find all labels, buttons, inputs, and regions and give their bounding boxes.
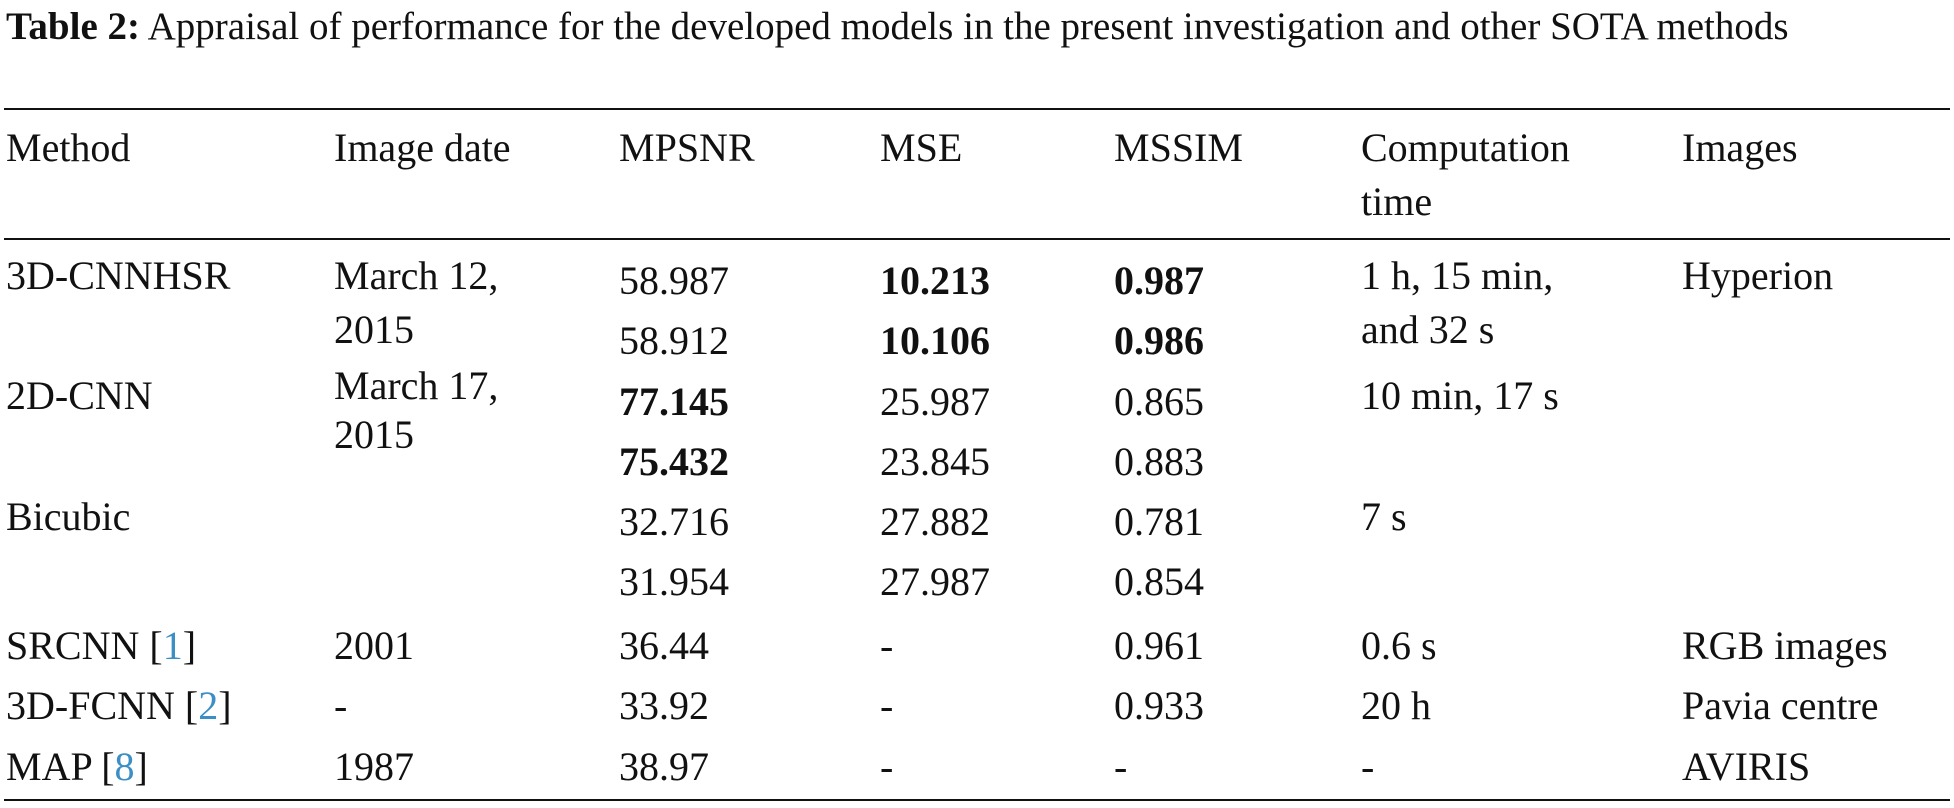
mssim-2d-cnn-2: 0.883: [1114, 439, 1204, 484]
images-3d-fcnn: Pavia centre: [1682, 683, 1879, 728]
mpsnr-3d-cnnhsr-2: 58.912: [619, 318, 729, 363]
method-srcnn-bracket: ]: [182, 623, 197, 668]
header-mpsnr: MPSNR: [619, 125, 755, 170]
image-date-map: 1987: [334, 744, 414, 789]
method-srcnn-name: SRCNN [: [6, 623, 163, 668]
table-caption-text: Appraisal of performance for the develop…: [147, 5, 1789, 48]
table-caption: Table 2: Appraisal of performance for th…: [6, 0, 1950, 54]
header-mssim: MSSIM: [1114, 125, 1243, 170]
citation-link-2[interactable]: 2: [198, 683, 219, 728]
image-date-2d-cnn-line2: 2015: [334, 412, 414, 457]
citation-link-1[interactable]: 1: [162, 623, 183, 668]
mssim-3d-cnnhsr-2: 0.986: [1114, 318, 1204, 363]
mse-bicubic-1: 27.882: [880, 499, 990, 544]
method-3d-fcnn-bracket: ]: [218, 683, 232, 728]
table-label: Table 2:: [6, 5, 141, 48]
computation-time-2d-cnn: 10 min, 17 s: [1361, 373, 1559, 418]
image-date-2d-cnn: March 17,: [334, 363, 499, 408]
image-date-3d-fcnn: -: [334, 683, 348, 728]
images-map: AVIRIS: [1682, 744, 1811, 789]
method-3d-fcnn: 3D-FCNN [2]: [6, 679, 232, 733]
images-srcnn: RGB images: [1682, 623, 1888, 668]
mpsnr-3d-fcnn: 33.92: [619, 683, 709, 728]
method-map: MAP [8]: [6, 740, 148, 794]
method-3d-fcnn-name: 3D-FCNN [: [6, 683, 199, 728]
mse-3d-fcnn: -: [880, 683, 894, 728]
mssim-srcnn: 0.961: [1114, 623, 1204, 668]
header-images: Images: [1682, 125, 1798, 170]
bottom-rule: [4, 799, 1950, 801]
header-image-date: Image date: [334, 125, 511, 170]
mssim-bicubic-1: 0.781: [1114, 499, 1204, 544]
header-computation-time-line2: time: [1361, 179, 1433, 224]
mpsnr-3d-cnnhsr-1: 58.987: [619, 258, 729, 303]
mssim-2d-cnn-1: 0.865: [1114, 379, 1204, 424]
mpsnr-bicubic-2: 31.954: [619, 559, 729, 604]
mssim-map: -: [1114, 744, 1128, 789]
mse-2d-cnn-2: 23.845: [880, 439, 990, 484]
mssim-3d-cnnhsr-1: 0.987: [1114, 258, 1204, 303]
citation-link-8[interactable]: 8: [114, 744, 135, 789]
top-rule: [4, 108, 1950, 110]
computation-time-3d-fcnn: 20 h: [1361, 683, 1431, 728]
computation-time-map: -: [1361, 744, 1375, 789]
image-date-3d-cnnhsr-line2: 2015: [334, 307, 414, 352]
mpsnr-map: 38.97: [619, 744, 709, 789]
method-srcnn: SRCNN [1]: [6, 619, 196, 673]
mse-3d-cnnhsr-1: 10.213: [880, 258, 990, 303]
header-rule: [4, 238, 1950, 240]
mse-map: -: [880, 744, 894, 789]
mpsnr-bicubic-1: 32.716: [619, 499, 729, 544]
method-bicubic: Bicubic: [6, 494, 131, 539]
computation-time-3d-cnnhsr-line2: and 32 s: [1361, 307, 1495, 352]
header-mse: MSE: [880, 125, 963, 170]
mpsnr-2d-cnn-1: 77.145: [619, 379, 729, 424]
mse-2d-cnn-1: 25.987: [880, 379, 990, 424]
computation-time-bicubic: 7 s: [1361, 494, 1407, 539]
mse-bicubic-2: 27.987: [880, 559, 990, 604]
mse-srcnn: -: [880, 623, 894, 668]
images-3d-cnnhsr: Hyperion: [1682, 253, 1834, 298]
method-2d-cnn: 2D-CNN: [6, 373, 153, 418]
header-method: Method: [6, 125, 131, 170]
computation-time-srcnn: 0.6 s: [1361, 623, 1437, 668]
method-3d-cnnhsr: 3D-CNNHSR: [6, 253, 231, 298]
mpsnr-2d-cnn-2: 75.432: [619, 439, 729, 484]
mssim-3d-fcnn: 0.933: [1114, 683, 1204, 728]
header-computation-time: Computation: [1361, 125, 1570, 170]
method-map-name: MAP [: [6, 744, 115, 789]
image-date-srcnn: 2001: [334, 623, 414, 668]
computation-time-3d-cnnhsr: 1 h, 15 min,: [1361, 253, 1554, 298]
mpsnr-srcnn: 36.44: [619, 623, 709, 668]
image-date-3d-cnnhsr: March 12,: [334, 253, 499, 298]
mse-3d-cnnhsr-2: 10.106: [880, 318, 990, 363]
mssim-bicubic-2: 0.854: [1114, 559, 1204, 604]
method-map-bracket: ]: [134, 744, 148, 789]
